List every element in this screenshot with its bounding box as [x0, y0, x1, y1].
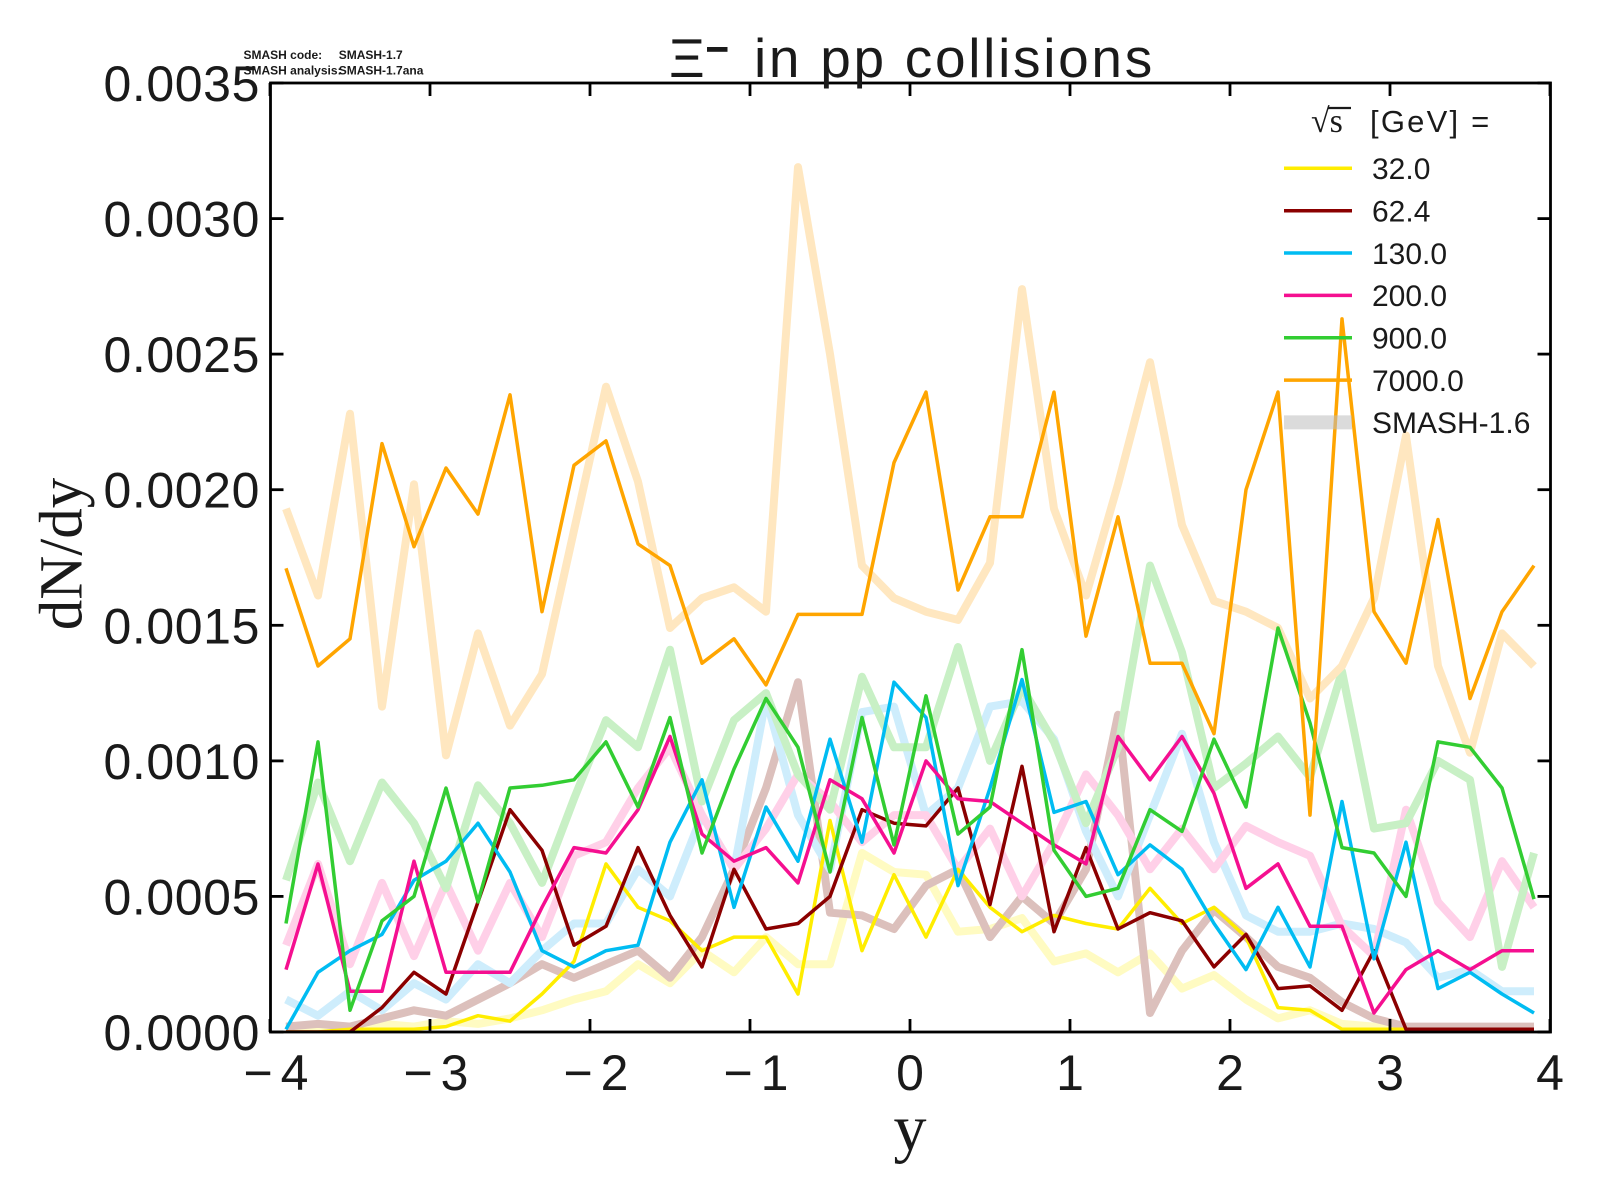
svg-text:32.0: 32.0 — [1372, 153, 1430, 186]
svg-text:130.0: 130.0 — [1372, 238, 1447, 271]
svg-text:SMASH analysis:: SMASH analysis: — [244, 64, 342, 78]
svg-text:[GeV] =: [GeV] = — [1370, 104, 1491, 139]
svg-text:200.0: 200.0 — [1372, 280, 1447, 313]
svg-text:62.4: 62.4 — [1372, 196, 1430, 229]
svg-text:SMASH-1.6: SMASH-1.6 — [1372, 407, 1530, 440]
svg-text:−3: −3 — [403, 1045, 476, 1101]
svg-text:−1: −1 — [723, 1045, 796, 1101]
svg-text:0.0000: 0.0000 — [103, 1005, 260, 1061]
svg-text:0.0020: 0.0020 — [103, 463, 260, 519]
svg-text:−2: −2 — [563, 1045, 636, 1101]
svg-text:SMASH code:: SMASH code: — [244, 48, 323, 62]
svg-text:Ξ: Ξ — [669, 27, 705, 89]
svg-text:SMASH-1.7: SMASH-1.7 — [339, 48, 403, 62]
svg-text:0.0030: 0.0030 — [103, 192, 260, 248]
svg-text:2: 2 — [1216, 1045, 1244, 1101]
svg-text:900.0: 900.0 — [1372, 323, 1447, 356]
svg-text:0.0010: 0.0010 — [103, 734, 260, 790]
svg-text:√s: √s — [1311, 103, 1343, 140]
svg-text:1: 1 — [1056, 1045, 1084, 1101]
svg-text:SMASH-1.7ana: SMASH-1.7ana — [339, 64, 424, 78]
svg-text:−4: −4 — [243, 1045, 316, 1101]
svg-text:0.0005: 0.0005 — [103, 869, 260, 925]
svg-text:dN/dy: dN/dy — [29, 477, 96, 630]
svg-text:4: 4 — [1536, 1045, 1564, 1101]
svg-text:in pp collisions: in pp collisions — [754, 27, 1155, 89]
svg-text:0: 0 — [896, 1045, 924, 1101]
svg-text:3: 3 — [1376, 1045, 1404, 1101]
svg-text:0.0015: 0.0015 — [103, 598, 260, 654]
svg-text:7000.0: 7000.0 — [1372, 365, 1464, 398]
svg-text:0.0025: 0.0025 — [103, 327, 260, 383]
svg-text:0.0035: 0.0035 — [103, 56, 260, 112]
svg-text:y: y — [894, 1092, 927, 1165]
